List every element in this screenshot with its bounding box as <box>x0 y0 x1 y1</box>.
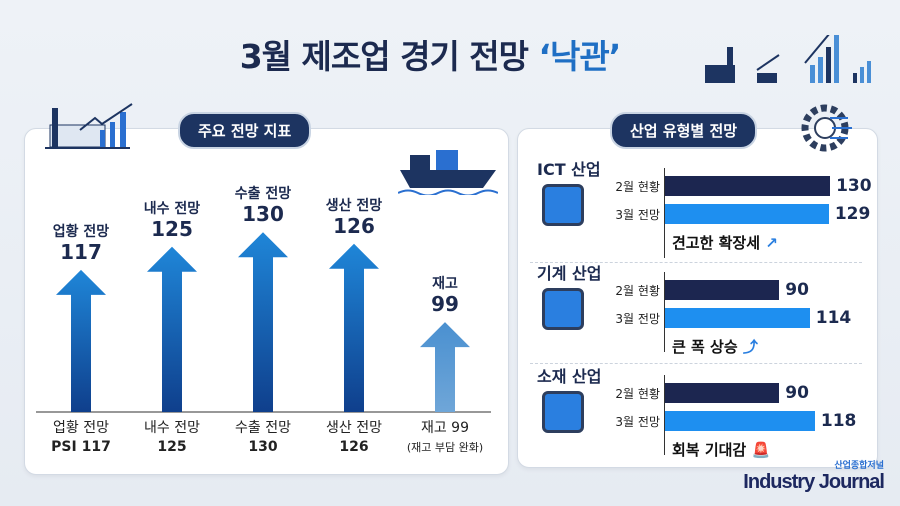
industry-bar <box>665 204 829 224</box>
arrow-top-label: 수출 전망 130 <box>235 186 291 225</box>
indicator-arrow <box>329 243 379 412</box>
arrow-bottom-label: 업황 전망 PSI 117 <box>51 419 111 457</box>
series-label: 2월 현황 <box>615 180 660 194</box>
indicator-arrow-chart <box>36 232 491 413</box>
arrow-top-label: 내수 전망 125 <box>144 201 200 240</box>
bottom-label-line2: (재고 부담 완화) <box>406 441 484 454</box>
comment-text: 회복 기대감 <box>672 441 747 459</box>
axis-line <box>664 168 665 258</box>
trend-up-icon: ↗ <box>765 234 778 252</box>
industry-comment: 큰 폭 상승 ⤴ <box>672 336 758 357</box>
arrow-bottom-label: 수출 전망 130 <box>235 419 291 457</box>
industry-comment: 견고한 확장세 ↗ <box>672 232 778 253</box>
series-label: 2월 현황 <box>615 387 660 401</box>
indicator-value: 99 <box>431 292 459 317</box>
arrow-top-label: 재고 99 <box>431 276 459 315</box>
industry-bar <box>665 383 780 403</box>
bottom-label-line1: 재고 99 <box>420 420 470 436</box>
brand-english: Industry Journal <box>743 471 885 493</box>
industry-bar <box>665 176 831 196</box>
comment-text: 큰 폭 상승 <box>672 338 738 356</box>
series-label: 3월 전망 <box>615 312 660 326</box>
industry-name: 기계 산업 <box>537 264 602 283</box>
bar-value: 130 <box>836 176 872 196</box>
bottom-label-line2: PSI 117 <box>51 439 111 455</box>
comment-text: 견고한 확장세 <box>672 234 761 252</box>
bar-value: 129 <box>834 204 871 224</box>
factory-growth-icon <box>705 35 871 83</box>
divider <box>530 363 862 364</box>
series-label: 3월 전망 <box>615 208 660 222</box>
indicator-value: 126 <box>333 213 375 238</box>
brand-logo: 산업종합저널 Industry Journal <box>743 458 885 494</box>
bottom-label-line1: 업황 전망 <box>53 420 109 436</box>
title-text: 3월 제조업 경기 전망 <box>239 37 539 76</box>
industry-bar <box>665 411 815 431</box>
bar-value: 90 <box>785 383 809 403</box>
indicator-value: 125 <box>151 216 193 241</box>
bottom-label-line1: 내수 전망 <box>144 420 200 436</box>
cargo-ship-icon <box>398 150 498 195</box>
industry-bar <box>665 308 810 328</box>
indicator-name: 수출 전망 <box>234 186 292 203</box>
indicator-name: 내수 전망 <box>143 200 201 217</box>
chip-icon <box>542 184 584 226</box>
main-indicators-pill: 주요 전망 지표 <box>178 112 312 149</box>
factory-chart-icon <box>45 103 133 149</box>
bar-value: 90 <box>785 280 809 300</box>
siren-icon: 🚨 <box>751 441 771 459</box>
page-title: 3월 제조업 경기 전망 ‘낙관’ <box>0 30 900 78</box>
bar-value: 118 <box>820 411 857 431</box>
bottom-label-line2: 126 <box>339 439 369 455</box>
gear-circuit-icon <box>801 104 852 152</box>
indicator-name: 재고 <box>432 276 458 293</box>
indicator-name: 업황 전망 <box>52 223 110 240</box>
bottom-label-line1: 생산 전망 <box>326 420 382 436</box>
divider <box>530 262 862 263</box>
arrow-top-label: 업황 전망 117 <box>53 224 109 263</box>
arrow-bottom-label: 재고 99 (재고 부담 완화) <box>407 419 483 457</box>
arrow-bottom-label: 내수 전망 125 <box>144 419 200 457</box>
indicator-arrow <box>56 269 106 412</box>
industry-bar <box>665 280 780 300</box>
bottom-label-line2: 130 <box>248 439 278 455</box>
bottom-label-line2: 125 <box>157 439 187 455</box>
brand-korean: 산업종합저널 <box>834 461 884 471</box>
gear-ingot-icon <box>542 391 584 433</box>
indicator-arrow <box>238 232 288 412</box>
indicator-name: 생산 전망 <box>325 197 383 214</box>
industry-name: ICT 산업 <box>537 160 601 179</box>
arrow-up-icon: ⤴ <box>742 338 758 356</box>
indicator-value: 117 <box>60 239 102 264</box>
arrow-bottom-label: 생산 전망 126 <box>326 419 382 457</box>
indicator-value: 130 <box>242 202 284 227</box>
series-label: 2월 현황 <box>615 284 660 298</box>
series-label: 3월 전망 <box>615 415 660 429</box>
arrow-top-label: 생산 전망 126 <box>326 198 382 237</box>
bar-value: 114 <box>815 308 852 328</box>
bottom-label-line1: 수출 전망 <box>235 420 291 436</box>
axis-line <box>664 375 665 455</box>
title-highlight: ‘낙관’ <box>538 37 622 76</box>
indicator-arrow <box>420 322 470 412</box>
industry-name: 소재 산업 <box>537 367 602 386</box>
indicator-arrow <box>147 246 197 412</box>
robot-arm-icon <box>542 288 584 330</box>
axis-line <box>664 272 665 352</box>
industry-pill: 산업 유형별 전망 <box>610 112 758 149</box>
industry-comment: 회복 기대감 🚨 <box>672 439 770 460</box>
